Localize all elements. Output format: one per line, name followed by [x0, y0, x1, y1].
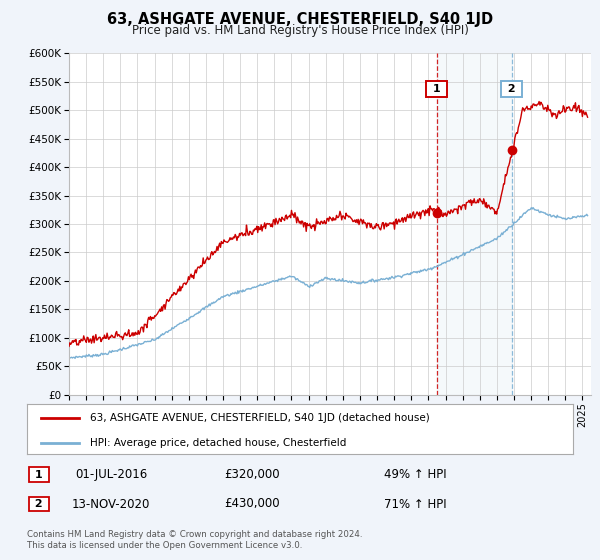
Text: 2: 2	[31, 499, 47, 509]
Text: Contains HM Land Registry data © Crown copyright and database right 2024.: Contains HM Land Registry data © Crown c…	[27, 530, 362, 539]
Text: This data is licensed under the Open Government Licence v3.0.: This data is licensed under the Open Gov…	[27, 541, 302, 550]
Text: 49% ↑ HPI: 49% ↑ HPI	[384, 468, 446, 482]
Text: 2: 2	[504, 84, 520, 94]
Text: 01-JUL-2016: 01-JUL-2016	[75, 468, 147, 482]
Text: 1: 1	[31, 470, 47, 480]
Text: 63, ASHGATE AVENUE, CHESTERFIELD, S40 1JD (detached house): 63, ASHGATE AVENUE, CHESTERFIELD, S40 1J…	[90, 413, 430, 423]
Text: £430,000: £430,000	[224, 497, 280, 511]
Text: HPI: Average price, detached house, Chesterfield: HPI: Average price, detached house, Ches…	[90, 438, 346, 448]
Text: 1: 1	[429, 84, 445, 94]
Text: 71% ↑ HPI: 71% ↑ HPI	[384, 497, 446, 511]
Text: £320,000: £320,000	[224, 468, 280, 482]
Bar	[437, 53, 512, 395]
Text: Price paid vs. HM Land Registry's House Price Index (HPI): Price paid vs. HM Land Registry's House …	[131, 24, 469, 37]
Text: 63, ASHGATE AVENUE, CHESTERFIELD, S40 1JD: 63, ASHGATE AVENUE, CHESTERFIELD, S40 1J…	[107, 12, 493, 27]
Text: 13-NOV-2020: 13-NOV-2020	[72, 497, 150, 511]
